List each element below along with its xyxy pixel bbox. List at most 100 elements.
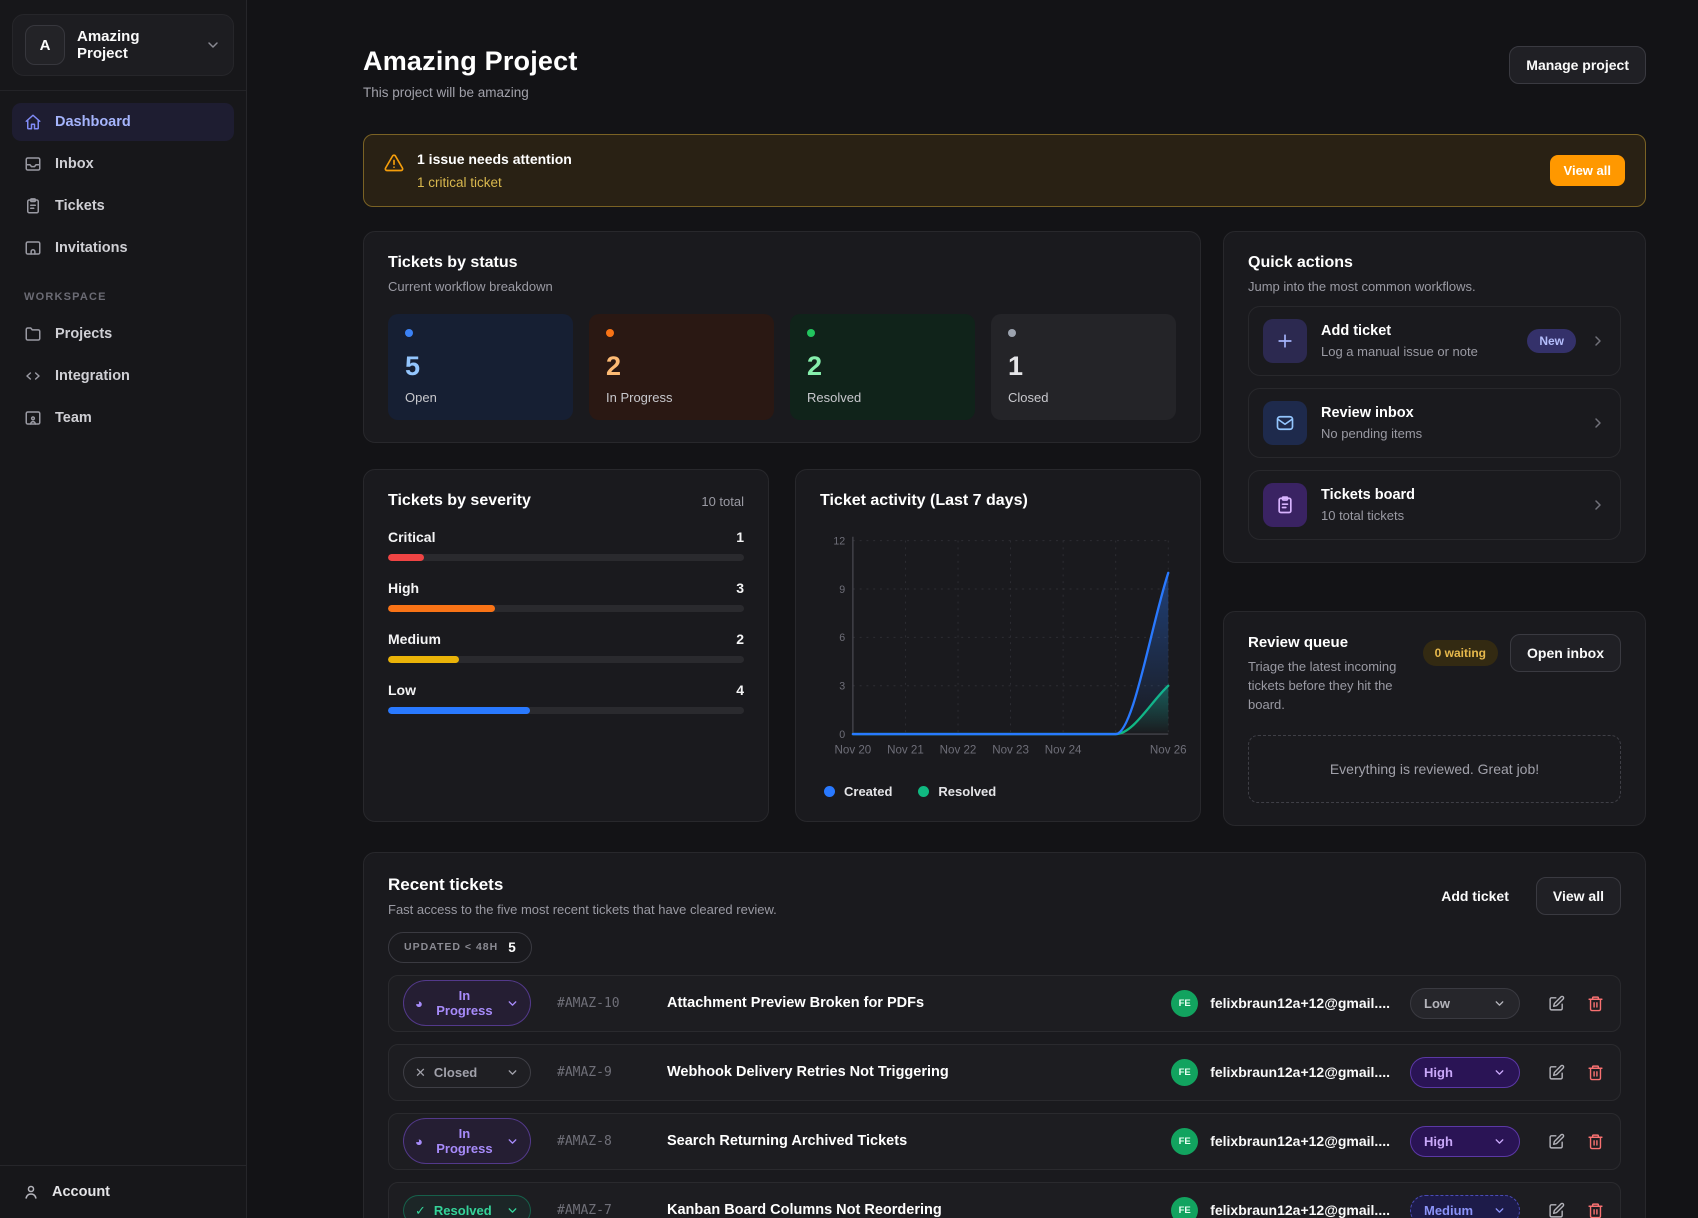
reporter-email: felixbraun12a+12@gmail....	[1210, 1064, 1390, 1081]
chevron-down-icon	[205, 37, 221, 53]
delete-icon[interactable]	[1585, 1131, 1606, 1152]
status-dot	[1008, 329, 1016, 337]
ticket-row[interactable]: ✕ Closed #AMAZ-9 Webhook Delivery Retrie…	[388, 1043, 1621, 1101]
add-ticket-button[interactable]: Add ticket	[1424, 877, 1526, 915]
quick-action-add-ticket[interactable]: Add ticket Log a manual issue or note Ne…	[1248, 306, 1621, 376]
sidebar: A Amazing Project Dashboard Inbox Ticket…	[0, 0, 247, 1218]
svg-text:9: 9	[839, 584, 845, 596]
reporter-email: felixbraun12a+12@gmail....	[1210, 1202, 1390, 1218]
stat-in-progress: 2 In Progress	[589, 314, 774, 420]
severity-dropdown[interactable]: High	[1410, 1125, 1520, 1157]
delete-icon[interactable]	[1585, 993, 1606, 1014]
resolved-dot	[918, 786, 930, 797]
sidebar-item-team[interactable]: Team	[12, 399, 234, 437]
status-label: In Progress	[436, 988, 493, 1019]
svg-text:3: 3	[839, 681, 845, 693]
status-label: In Progress	[436, 1126, 493, 1157]
banner-view-all-button[interactable]: View all	[1549, 155, 1625, 186]
legend-resolved: Resolved	[918, 784, 996, 799]
divider	[0, 90, 246, 91]
avatar: FE	[1171, 1058, 1199, 1086]
card-subtitle: Current workflow breakdown	[388, 279, 553, 294]
sidebar-item-label: Team	[55, 410, 92, 426]
page-title: Amazing Project	[363, 46, 578, 76]
sidebar-item-tickets[interactable]: Tickets	[12, 187, 234, 225]
severity-value: 4	[736, 682, 744, 698]
chevron-down-icon	[506, 997, 519, 1010]
sidebar-item-inbox[interactable]: Inbox	[12, 145, 234, 183]
quick-action-tickets-board[interactable]: Tickets board 10 total tickets	[1248, 470, 1621, 540]
manage-project-button[interactable]: Manage project	[1509, 46, 1646, 84]
open-inbox-button[interactable]: Open inbox	[1510, 634, 1621, 672]
project-switcher[interactable]: A Amazing Project	[12, 14, 234, 76]
ticket-row[interactable]: ◕ In Progress #AMAZ-8 Search Returning A…	[388, 1112, 1621, 1170]
ticket-row[interactable]: ✓ Resolved #AMAZ-7 Kanban Board Columns …	[388, 1181, 1621, 1218]
account-button[interactable]: Account	[0, 1165, 246, 1218]
half-circle-icon: ◕	[415, 995, 423, 1011]
account-label: Account	[52, 1184, 110, 1200]
sidebar-item-dashboard[interactable]: Dashboard	[12, 103, 234, 141]
delete-icon[interactable]	[1585, 1062, 1606, 1083]
page-subtitle: This project will be amazing	[363, 85, 529, 100]
action-subtitle: 10 total tickets	[1321, 508, 1405, 523]
status-dot	[807, 329, 815, 337]
status-dropdown[interactable]: ◕ In Progress	[403, 980, 531, 1027]
chevron-down-icon	[1493, 997, 1506, 1010]
project-avatar: A	[25, 25, 65, 65]
stat-label: Open	[405, 390, 437, 405]
invitation-card-icon	[24, 239, 42, 257]
chevron-right-icon	[1590, 497, 1606, 513]
sidebar-item-label: Projects	[55, 326, 113, 342]
severity-row-low: Low 4	[388, 682, 744, 714]
legend-created: Created	[824, 784, 892, 799]
sidebar-item-label: Integration	[55, 368, 130, 384]
ticket-id: #AMAZ-7	[557, 1202, 612, 1218]
check-icon: ✓	[415, 1202, 426, 1218]
chevron-right-icon	[1590, 333, 1606, 349]
chevron-down-icon	[506, 1135, 519, 1148]
status-dropdown[interactable]: ◕ In Progress	[403, 1118, 531, 1165]
updated-badge: UPDATED < 48H 5	[388, 931, 532, 963]
severity-label: Medium	[388, 631, 441, 647]
status-dropdown[interactable]: ✕ Closed	[403, 1056, 531, 1088]
delete-icon[interactable]	[1585, 1200, 1606, 1218]
legend-label: Created	[844, 784, 893, 799]
sidebar-item-projects[interactable]: Projects	[12, 315, 234, 353]
severity-label: Critical	[388, 529, 436, 545]
svg-text:Nov 22: Nov 22	[940, 743, 977, 756]
banner-title: 1 issue needs attention	[417, 151, 572, 167]
stat-value: 5	[405, 351, 421, 381]
severity-dropdown[interactable]: High	[1410, 1056, 1520, 1088]
ticket-row[interactable]: ◕ In Progress #AMAZ-10 Attachment Previe…	[388, 974, 1621, 1032]
status-label: Closed	[433, 1064, 478, 1080]
edit-icon[interactable]	[1546, 1131, 1567, 1152]
severity-total: 10 total	[701, 493, 744, 509]
view-all-button[interactable]: View all	[1535, 876, 1621, 915]
stat-value: 2	[807, 351, 823, 381]
svg-text:6: 6	[839, 632, 845, 644]
ticket-id: #AMAZ-9	[557, 1064, 612, 1080]
updated-label: UPDATED < 48H	[404, 941, 499, 954]
severity-row-critical: Critical 1	[388, 529, 744, 561]
svg-text:Nov 23: Nov 23	[992, 743, 1029, 756]
quick-actions-card: Quick actions Jump into the most common …	[1223, 231, 1646, 563]
sidebar-item-invitations[interactable]: Invitations	[12, 229, 234, 267]
edit-icon[interactable]	[1546, 1062, 1567, 1083]
stat-label: In Progress	[606, 390, 673, 405]
severity-dropdown[interactable]: Low	[1410, 987, 1520, 1019]
severity-label: Low	[1424, 995, 1450, 1011]
chevron-down-icon	[1493, 1135, 1506, 1148]
svg-text:Nov 26: Nov 26	[1150, 743, 1187, 756]
severity-dropdown[interactable]: Medium	[1410, 1194, 1520, 1218]
severity-label: Medium	[1424, 1202, 1474, 1218]
card-title: Review queue	[1248, 634, 1349, 651]
quick-action-review-inbox[interactable]: Review inbox No pending items	[1248, 388, 1621, 458]
chevron-down-icon	[1493, 1066, 1506, 1079]
status-dropdown[interactable]: ✓ Resolved	[403, 1194, 531, 1218]
edit-icon[interactable]	[1546, 993, 1567, 1014]
sidebar-item-label: Invitations	[55, 240, 128, 256]
edit-icon[interactable]	[1546, 1200, 1567, 1218]
card-title: Recent tickets	[388, 874, 504, 894]
sidebar-item-integration[interactable]: Integration	[12, 357, 234, 395]
sidebar-item-label: Dashboard	[55, 114, 131, 130]
